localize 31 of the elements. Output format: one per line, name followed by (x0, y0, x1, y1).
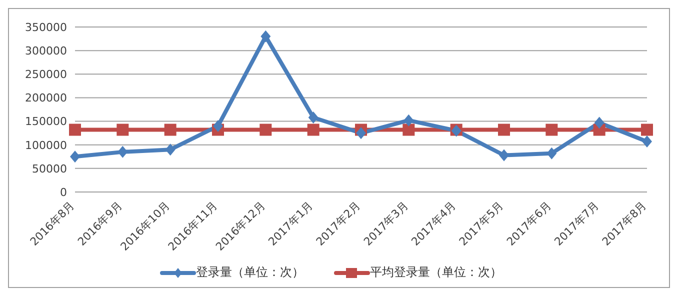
point (165, 144, 176, 156)
point (260, 124, 272, 136)
point (307, 124, 320, 136)
legend-label: 登录量（单位：次） (195, 264, 304, 281)
point (404, 114, 414, 126)
point (641, 124, 653, 136)
point (70, 150, 80, 163)
point (356, 127, 366, 140)
point (260, 30, 271, 42)
y-tick-label: 150000 (25, 115, 67, 128)
point (69, 124, 81, 136)
y-tick-label: 350000 (25, 20, 67, 34)
point (594, 116, 604, 129)
y-tick-label: 0 (60, 186, 67, 199)
point (499, 149, 509, 162)
point (164, 124, 176, 136)
y-tick-label: 100000 (25, 138, 67, 152)
y-tick-label: 200000 (25, 92, 67, 105)
y-tick-label: 250000 (25, 68, 67, 82)
point (498, 124, 510, 136)
point (118, 146, 128, 158)
point (642, 136, 652, 148)
point (546, 147, 557, 160)
point (213, 120, 223, 132)
point (308, 112, 318, 124)
y-tick-label: 300000 (25, 44, 67, 58)
point (116, 124, 129, 136)
y-tick-label: 50000 (32, 162, 67, 176)
point (402, 124, 415, 136)
point (546, 124, 558, 136)
legend-label: 平均登录量（单位：次） (369, 264, 502, 281)
